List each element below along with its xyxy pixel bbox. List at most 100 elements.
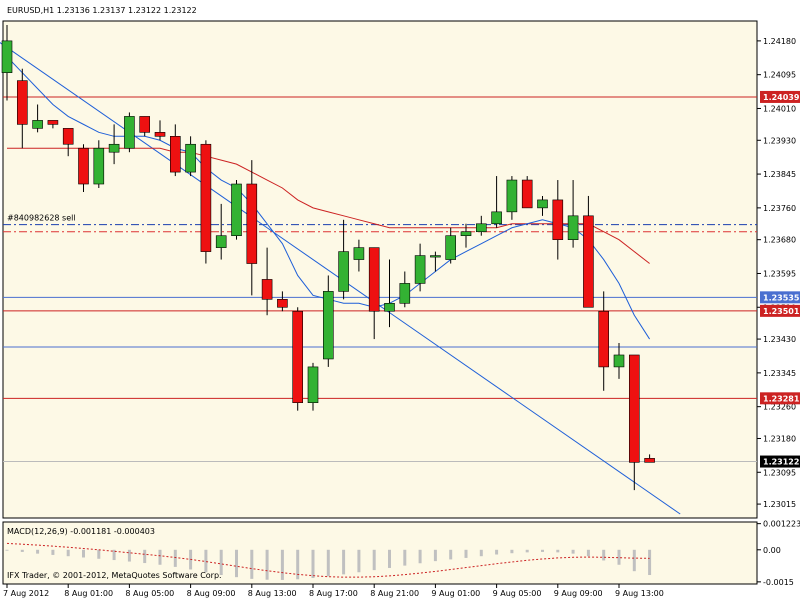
candle xyxy=(598,291,610,391)
macd-bar xyxy=(464,549,468,558)
y-tick-label: 1.24095 xyxy=(763,71,796,80)
candle-body xyxy=(307,366,319,403)
candle xyxy=(231,180,242,240)
macd-bar xyxy=(265,549,269,580)
candle-body xyxy=(368,247,380,312)
candle-body xyxy=(521,179,533,209)
candle-body xyxy=(277,299,288,308)
macd-y-tick-label: -0.0015 xyxy=(763,578,794,587)
y-tick-label: 1.23680 xyxy=(763,236,796,245)
price-tag xyxy=(760,90,800,103)
candle-body xyxy=(62,128,74,145)
candle xyxy=(261,247,273,316)
candle xyxy=(292,307,304,411)
trendline-line xyxy=(0,42,681,515)
y-tick-label: 1.23260 xyxy=(763,403,796,412)
macd-bar xyxy=(5,549,9,551)
candle xyxy=(628,354,640,491)
candle-body xyxy=(567,215,579,240)
price-tag-label: 1.23281 xyxy=(763,394,800,403)
candle-body xyxy=(506,179,518,213)
macd-bar xyxy=(510,549,514,554)
candle xyxy=(644,454,655,463)
macd-bar xyxy=(372,549,376,571)
candle xyxy=(1,24,13,101)
macd-bar xyxy=(342,549,346,575)
candle xyxy=(139,116,150,137)
macd-bar xyxy=(36,549,40,554)
macd-bar xyxy=(51,549,55,555)
price-axis: 1.24180 1.24095 1.24010 1.23930 1.23845 1.237… xyxy=(757,37,796,509)
candle-body xyxy=(93,147,105,185)
price-tag xyxy=(760,304,800,317)
macd-bar xyxy=(586,549,590,557)
candle-body xyxy=(16,80,28,125)
macd-bar xyxy=(250,549,254,579)
y-tick-label: 1.23095 xyxy=(763,468,796,477)
candle xyxy=(399,271,411,308)
y-tick-label: 1.23430 xyxy=(763,335,796,344)
candle-body xyxy=(78,147,89,185)
candle-body xyxy=(170,136,181,173)
candlesticks xyxy=(1,24,655,491)
macd-bar xyxy=(602,549,606,561)
candle xyxy=(445,227,457,264)
macd-bar xyxy=(449,549,453,560)
macd-bar xyxy=(82,549,85,558)
candle-body xyxy=(628,354,640,463)
candle-body xyxy=(124,116,135,149)
macd-bar xyxy=(648,549,652,576)
copyright-text: IFX Trader, © 2001-2012, MetaQuotes Soft… xyxy=(7,571,222,580)
candle-body xyxy=(246,183,258,264)
order-label: #840982628 sell xyxy=(7,214,76,223)
candle-body xyxy=(108,143,120,153)
candle-body xyxy=(292,310,304,403)
macd-bar xyxy=(479,549,483,557)
candle xyxy=(32,104,43,133)
x-tick-label: 7 Aug 2012 xyxy=(3,589,49,598)
candle-body xyxy=(200,143,212,252)
candle-body xyxy=(215,235,227,248)
candle xyxy=(521,176,533,209)
macd-bar xyxy=(97,549,101,559)
candle xyxy=(47,120,59,129)
candle-body xyxy=(261,279,273,300)
candle xyxy=(613,343,625,379)
macd-bar xyxy=(158,549,162,565)
candle-body xyxy=(414,255,426,284)
price-tags: 1.24039 1.23535 1.23501 1.23281 1.23122 xyxy=(760,90,800,468)
candle xyxy=(475,215,487,236)
price-tag-label: 1.23122 xyxy=(763,458,799,467)
macd-bar xyxy=(541,549,544,552)
candle xyxy=(414,243,426,292)
y-tick-label: 1.23345 xyxy=(763,369,796,378)
macd-bar xyxy=(617,549,621,565)
macd-bar xyxy=(556,549,560,553)
candle-body xyxy=(399,283,411,304)
candle-body xyxy=(139,116,150,133)
candle xyxy=(353,239,365,272)
time-axis: 7 Aug 2012 8 Aug 01:00 8 Aug 05:00 8 Aug 09… xyxy=(3,584,664,598)
y-tick-label: 1.23015 xyxy=(763,500,796,509)
candle xyxy=(62,128,74,157)
symbol-header: EURUSD,H1 1.23136 1.23137 1.23122 1.2312… xyxy=(7,6,197,15)
x-tick-label: 9 Aug 05:00 xyxy=(493,589,542,598)
y-tick-label: 1.23930 xyxy=(763,136,796,145)
price-tag xyxy=(760,392,800,405)
candle xyxy=(93,140,105,188)
macd-bar xyxy=(173,549,177,567)
macd-indicator: 0.001223 0.00 -0.0015 xyxy=(5,520,800,587)
candle-body xyxy=(537,199,548,209)
candle xyxy=(552,180,564,260)
candle-body xyxy=(338,251,349,292)
candle-body xyxy=(384,302,395,312)
candle xyxy=(491,176,502,228)
candle-body xyxy=(32,120,43,129)
macd-bar xyxy=(357,549,361,573)
macd-bar xyxy=(433,549,437,562)
x-tick-label: 8 Aug 13:00 xyxy=(248,589,297,598)
x-tick-label: 9 Aug 01:00 xyxy=(431,589,480,598)
y-tick-label: 1.24010 xyxy=(763,104,796,113)
macd-bar xyxy=(495,549,499,555)
